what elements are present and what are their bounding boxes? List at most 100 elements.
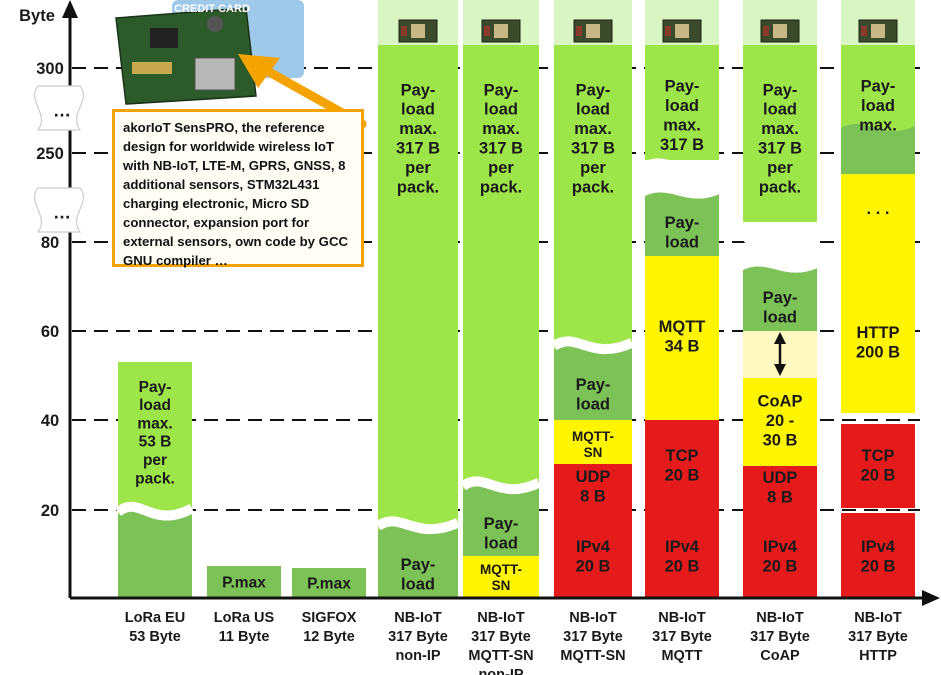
y-tick-label-80: 80	[41, 234, 59, 252]
bar-http-dark	[841, 123, 915, 174]
category-label-6: NB-IoT 317 Byte MQTT	[652, 610, 712, 664]
module-connector	[401, 26, 407, 36]
bar-mqttsn-nonip-mqttsn	[463, 556, 539, 598]
bar-coap-payload	[743, 45, 817, 222]
bar-http-proto	[841, 174, 915, 413]
bar-lora-eu-break	[114, 501, 195, 521]
bar-http-tcp	[841, 424, 915, 508]
x-axis-arrow	[922, 590, 940, 606]
label-mqttsn-proto: MQTT-SN	[572, 429, 614, 460]
bar-lora-us	[207, 566, 281, 598]
module-chip	[773, 24, 787, 38]
label-mqtt-tcp: TCP 20 B	[665, 447, 700, 484]
module-connector	[861, 26, 867, 36]
label-coap-tail: Pay-load	[763, 289, 798, 326]
label-mqtt-tail: Pay-load	[665, 214, 700, 251]
label-coap-proto: CoAP 20 -30 B	[758, 392, 803, 449]
bar-mqttsn-nonip-break	[460, 476, 542, 495]
bar-mqtt-payload	[645, 45, 719, 160]
coap-range-arrow-up	[774, 332, 786, 344]
module-connector	[484, 26, 490, 36]
label-http-tcp: TCP 20 B	[861, 447, 896, 484]
bar-mqtt-proto	[645, 256, 719, 420]
y-axis-arrow	[62, 0, 78, 18]
pcb-module-shield	[194, 57, 236, 91]
label-http-payload: Pay-load max.	[859, 77, 897, 134]
nbiot-module-icon	[662, 19, 702, 43]
nbiot-module-icon	[858, 19, 898, 43]
bar-coap-udp	[743, 466, 817, 510]
pcb-connector	[132, 62, 172, 74]
category-label-3: NB-IoT 317 Byte non-IP	[388, 610, 448, 664]
label-mqttsn-nonip-tail: Pay-load	[484, 515, 519, 552]
label-mqttsn-nonip-proto: MQTT-SN	[480, 562, 522, 593]
pcb-battery-holder	[207, 16, 223, 32]
y-tick-label-60: 60	[41, 323, 59, 341]
module-chip	[586, 24, 600, 38]
device-photo	[115, 0, 304, 105]
bar-coap-break	[735, 223, 823, 256]
label-http-ipv4: IPv4 20 B	[861, 538, 896, 575]
label-http-ellipsis: . . .	[867, 200, 890, 218]
nbiot-module-icon	[573, 19, 613, 43]
label-mqttsn-ipv4: IPv4 20 B	[576, 538, 611, 575]
category-label-8: NB-IoT 317 Byte HTTP	[848, 610, 908, 664]
y-axis-title: Byte	[19, 7, 55, 25]
label-coap-udp: UDP 8 B	[763, 469, 798, 506]
bar-mqtt-break	[637, 158, 725, 193]
device-callout-text: akorIoT SensPRO, the reference design fo…	[123, 120, 348, 268]
category-label-1: LoRa US 11 Byte	[214, 610, 275, 645]
y-tick-label-40: 40	[41, 412, 59, 430]
bar-coap-proto	[743, 378, 817, 466]
label-mqtt-proto: MQTT 34 B	[659, 318, 706, 355]
nbiot-module-icon	[760, 19, 800, 43]
bar-http-ipv4	[841, 513, 915, 598]
label-nonip-tail: Pay-load	[401, 556, 436, 593]
bar-nbiot-nonip-break	[375, 516, 460, 535]
label-http-proto: HTTP 200 B	[856, 324, 900, 361]
module-chip	[675, 24, 689, 38]
y-axis-break-dots-0: …	[53, 100, 71, 120]
bar-coap-dark	[743, 266, 817, 331]
module-chip	[871, 24, 885, 38]
bar-mqttsn-udp	[554, 464, 632, 510]
callout-arrow-head	[238, 54, 280, 88]
y-tick-label-300: 300	[36, 60, 64, 78]
bar-mqttsn-proto	[554, 420, 632, 464]
category-label-7: NB-IoT 317 Byte CoAP	[750, 610, 810, 664]
y-axis-break-0	[33, 85, 85, 131]
nbiot-module-icon	[481, 19, 521, 43]
y-axis-break-1	[33, 187, 85, 233]
device-callout: akorIoT SensPRO, the reference design fo…	[112, 109, 364, 268]
category-label-0: LoRa EU 53 Byte	[125, 610, 185, 645]
module-connector	[665, 26, 671, 36]
label-sigfox: P.max	[307, 576, 351, 593]
pcb-chip	[150, 28, 178, 48]
bar-mqttsn-break	[551, 336, 635, 355]
bar-coap-ipv4	[743, 510, 817, 598]
credit-card-label: CREDIT CARD	[174, 3, 250, 15]
bar-lora-eu-base	[118, 509, 192, 598]
label-lora-us: P.max	[222, 575, 266, 592]
label-mqttsn-udp: UDP 8 B	[576, 468, 611, 505]
bar-nbiot-nonip-payload	[378, 45, 458, 598]
label-mqttsn-tail: Pay-load	[576, 376, 611, 413]
bar-mqttsn-ipv4	[554, 510, 632, 598]
label-coap-ipv4: IPv4 20 B	[763, 538, 798, 575]
coap-range-arrow-down	[774, 364, 786, 376]
bar-nbiot-nonip-base	[378, 525, 458, 598]
module-connector	[576, 26, 582, 36]
bar-mqtt-tcp	[645, 420, 719, 510]
label-mqtt-ipv4: IPv4 20 B	[665, 538, 700, 575]
nbiot-module-icon	[398, 19, 438, 43]
bar-mqttsn-dark	[554, 345, 632, 420]
module-chip	[494, 24, 508, 38]
